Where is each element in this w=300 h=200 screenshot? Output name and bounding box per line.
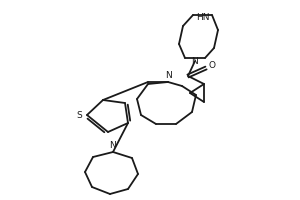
Text: N: N xyxy=(165,71,171,80)
Text: S: S xyxy=(76,110,82,119)
Text: HN: HN xyxy=(196,13,210,22)
Text: O: O xyxy=(208,60,215,70)
Text: N: N xyxy=(110,141,116,150)
Text: N: N xyxy=(192,56,198,66)
